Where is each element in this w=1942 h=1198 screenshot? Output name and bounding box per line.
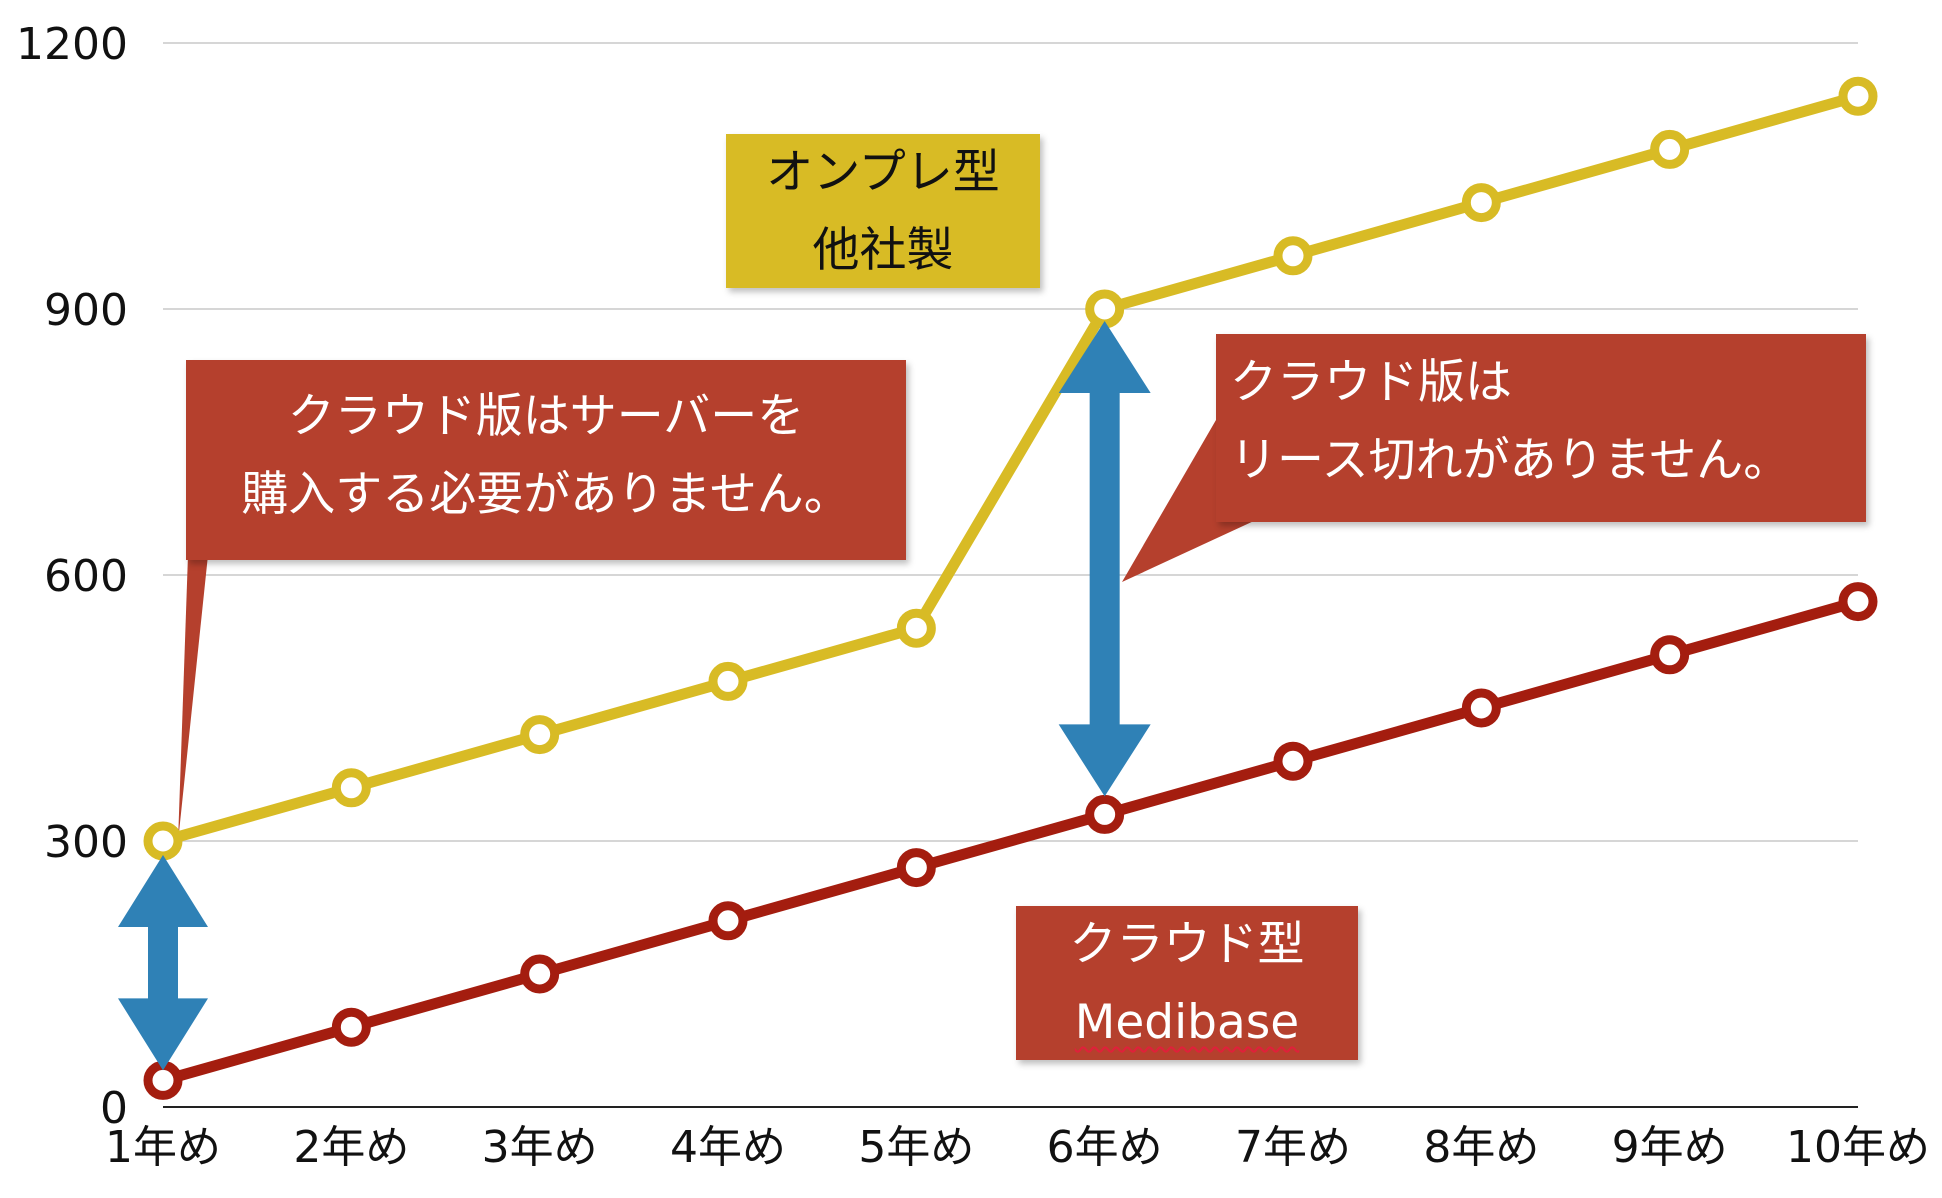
cloud-label-line1: クラウド型 xyxy=(1069,917,1305,972)
callout-left-line2: 購入する必要がありません。 xyxy=(241,467,851,522)
callout-right-line1: クラウド版は xyxy=(1230,355,1512,410)
series-lines xyxy=(161,90,1860,1086)
series-points xyxy=(143,76,1878,1100)
data-point xyxy=(1085,794,1125,834)
x-tick-label: 9年め xyxy=(1612,1122,1728,1173)
x-tick-label: 5年め xyxy=(858,1122,974,1173)
series-line-1 xyxy=(161,90,1860,847)
data-point xyxy=(331,1007,371,1047)
difference-arrow xyxy=(1058,321,1151,797)
x-tick-label: 10年め xyxy=(1786,1122,1930,1173)
x-tick-label: 1年め xyxy=(105,1122,221,1173)
data-point xyxy=(1650,129,1690,169)
data-point xyxy=(896,608,936,648)
onpre-label-line2: 他社製 xyxy=(812,223,954,278)
data-point xyxy=(520,715,560,755)
data-point xyxy=(1838,76,1878,116)
x-tick-label: 2年め xyxy=(293,1122,409,1173)
difference-arrows xyxy=(118,321,1151,1071)
data-point xyxy=(143,821,183,861)
gridlines xyxy=(163,42,1858,1108)
y-tick-label: 300 xyxy=(44,817,128,868)
data-point xyxy=(1461,183,1501,223)
data-point xyxy=(1461,688,1501,728)
callout-right: クラウド版は リース切れがありません。 xyxy=(1216,334,1866,522)
data-point xyxy=(896,848,936,888)
data-point xyxy=(708,901,748,941)
y-tick-label: 1200 xyxy=(16,19,128,70)
data-point xyxy=(1085,289,1125,329)
data-point xyxy=(520,954,560,994)
data-point xyxy=(1273,741,1313,781)
x-tick-label: 7年め xyxy=(1235,1122,1351,1173)
callout-left-line1: クラウド版はサーバーを xyxy=(287,389,805,444)
difference-arrow xyxy=(118,855,208,1071)
data-point xyxy=(1650,635,1690,675)
series-line-2 xyxy=(161,596,1860,1086)
x-tick-label: 3年め xyxy=(482,1122,598,1173)
callout-left: クラウド版はサーバーを 購入する必要がありません。 xyxy=(186,360,906,560)
cloud-series-label: クラウド型 Medibase xyxy=(1016,906,1358,1060)
x-tick-label: 4年め xyxy=(670,1122,786,1173)
data-point xyxy=(331,768,371,808)
x-tick-label: 6年め xyxy=(1047,1122,1163,1173)
onpre-series-label: オンプレ型 他社製 xyxy=(726,134,1040,288)
y-tick-label: 0 xyxy=(100,1083,128,1134)
x-tick-labels: 1年め 2年め 3年め 4年め 5年め 6年め 7年め 8年め 9年め 10年め xyxy=(105,1122,1930,1173)
onpre-label-line1: オンプレ型 xyxy=(766,145,1000,200)
y-tick-label: 600 xyxy=(44,551,128,602)
x-tick-label: 8年め xyxy=(1423,1122,1539,1173)
y-tick-labels: 0 300 600 900 1200 xyxy=(16,19,128,1134)
cloud-label-line2: Medibase xyxy=(1074,995,1300,1050)
callout-left-tail xyxy=(178,555,208,842)
callout-right-line2: リース切れがありません。 xyxy=(1230,433,1791,488)
data-point xyxy=(1273,236,1313,276)
y-tick-label: 900 xyxy=(44,285,128,336)
data-point xyxy=(708,661,748,701)
data-point xyxy=(1838,582,1878,622)
